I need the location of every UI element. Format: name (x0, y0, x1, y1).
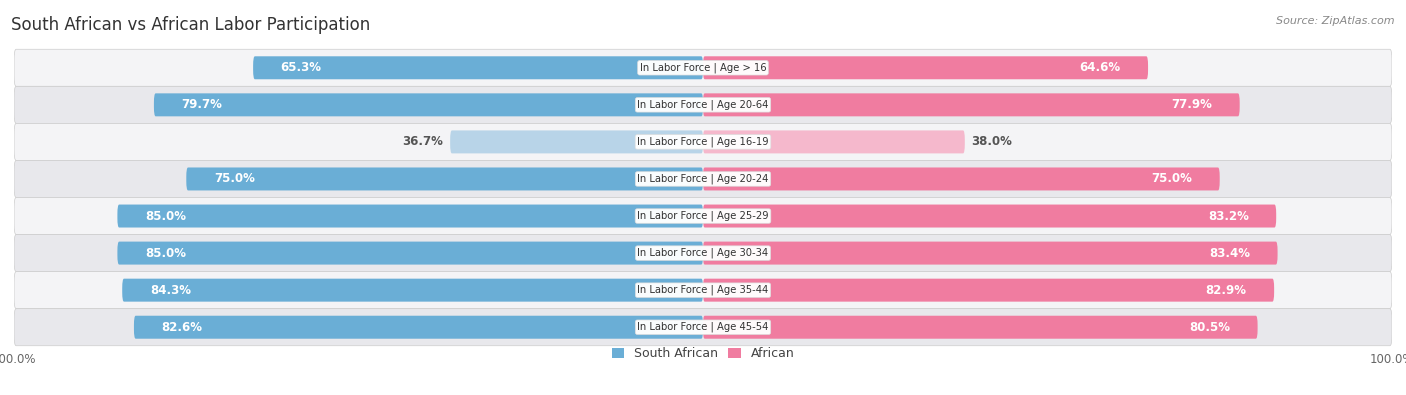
FancyBboxPatch shape (14, 87, 1392, 123)
Text: 79.7%: 79.7% (181, 98, 222, 111)
FancyBboxPatch shape (703, 167, 1220, 190)
Text: In Labor Force | Age 45-54: In Labor Force | Age 45-54 (637, 322, 769, 333)
FancyBboxPatch shape (14, 308, 1392, 346)
Text: 38.0%: 38.0% (972, 135, 1012, 149)
FancyBboxPatch shape (14, 49, 1392, 87)
FancyBboxPatch shape (703, 56, 1149, 79)
FancyBboxPatch shape (118, 205, 703, 228)
Text: 80.5%: 80.5% (1189, 321, 1230, 334)
Text: In Labor Force | Age 20-64: In Labor Force | Age 20-64 (637, 100, 769, 110)
Text: Source: ZipAtlas.com: Source: ZipAtlas.com (1277, 16, 1395, 26)
Text: 83.4%: 83.4% (1209, 246, 1250, 260)
FancyBboxPatch shape (703, 205, 1277, 228)
FancyBboxPatch shape (134, 316, 703, 339)
Text: 64.6%: 64.6% (1080, 61, 1121, 74)
Text: 82.9%: 82.9% (1205, 284, 1247, 297)
Text: 65.3%: 65.3% (281, 61, 322, 74)
FancyBboxPatch shape (14, 123, 1392, 160)
Text: 85.0%: 85.0% (145, 209, 186, 222)
Text: In Labor Force | Age > 16: In Labor Force | Age > 16 (640, 62, 766, 73)
FancyBboxPatch shape (118, 242, 703, 265)
FancyBboxPatch shape (14, 160, 1392, 198)
FancyBboxPatch shape (14, 272, 1392, 308)
Text: 75.0%: 75.0% (1152, 173, 1192, 186)
Text: In Labor Force | Age 35-44: In Labor Force | Age 35-44 (637, 285, 769, 295)
FancyBboxPatch shape (703, 316, 1257, 339)
FancyBboxPatch shape (186, 167, 703, 190)
Text: 82.6%: 82.6% (162, 321, 202, 334)
Text: 36.7%: 36.7% (402, 135, 443, 149)
Text: In Labor Force | Age 20-24: In Labor Force | Age 20-24 (637, 174, 769, 184)
Text: 84.3%: 84.3% (150, 284, 191, 297)
FancyBboxPatch shape (450, 130, 703, 153)
FancyBboxPatch shape (703, 242, 1278, 265)
FancyBboxPatch shape (703, 93, 1240, 117)
Text: In Labor Force | Age 16-19: In Labor Force | Age 16-19 (637, 137, 769, 147)
Legend: South African, African: South African, African (606, 342, 800, 365)
Text: 75.0%: 75.0% (214, 173, 254, 186)
FancyBboxPatch shape (253, 56, 703, 79)
Text: 77.9%: 77.9% (1171, 98, 1212, 111)
FancyBboxPatch shape (14, 198, 1392, 235)
Text: In Labor Force | Age 25-29: In Labor Force | Age 25-29 (637, 211, 769, 221)
FancyBboxPatch shape (703, 278, 1274, 302)
Text: 85.0%: 85.0% (145, 246, 186, 260)
Text: South African vs African Labor Participation: South African vs African Labor Participa… (11, 16, 371, 34)
FancyBboxPatch shape (153, 93, 703, 117)
FancyBboxPatch shape (122, 278, 703, 302)
Text: In Labor Force | Age 30-34: In Labor Force | Age 30-34 (637, 248, 769, 258)
FancyBboxPatch shape (703, 130, 965, 153)
Text: 83.2%: 83.2% (1208, 209, 1249, 222)
FancyBboxPatch shape (14, 235, 1392, 272)
